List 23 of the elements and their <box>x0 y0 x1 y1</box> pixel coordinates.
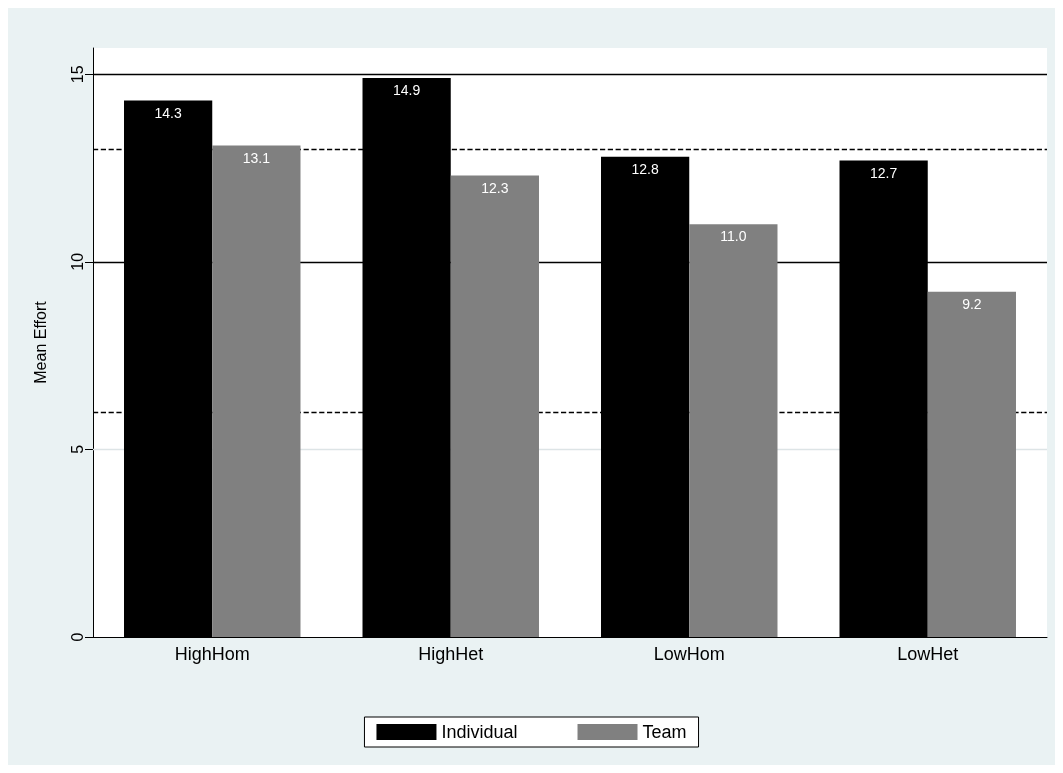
bar <box>212 145 301 637</box>
x-tick-label: LowHom <box>653 644 725 664</box>
data-label: 13.1 <box>242 149 271 166</box>
legend-label: Team <box>642 722 687 742</box>
bar <box>689 224 778 637</box>
data-label: 12.8 <box>631 160 659 177</box>
bar <box>450 175 539 637</box>
bar <box>927 291 1016 637</box>
legend-label: Individual <box>441 722 518 742</box>
data-label: 12.7 <box>870 164 898 181</box>
data-label: 14.3 <box>154 104 182 121</box>
y-tick-label: 5 <box>68 444 86 454</box>
y-tick-label: 10 <box>68 252 86 271</box>
x-tick-label: HighHet <box>418 644 484 664</box>
data-label: 9.2 <box>962 295 982 312</box>
y-tick-label: 0 <box>68 632 86 642</box>
y-tick-label: 15 <box>68 65 86 84</box>
x-tick-label: LowHet <box>897 644 959 664</box>
data-label: 11.0 <box>720 228 747 245</box>
data-label: 14.9 <box>393 82 421 99</box>
x-tick-label: HighHom <box>174 644 250 664</box>
y-axis-title: Mean Effort <box>31 300 49 384</box>
data-label: 12.3 <box>481 179 509 196</box>
